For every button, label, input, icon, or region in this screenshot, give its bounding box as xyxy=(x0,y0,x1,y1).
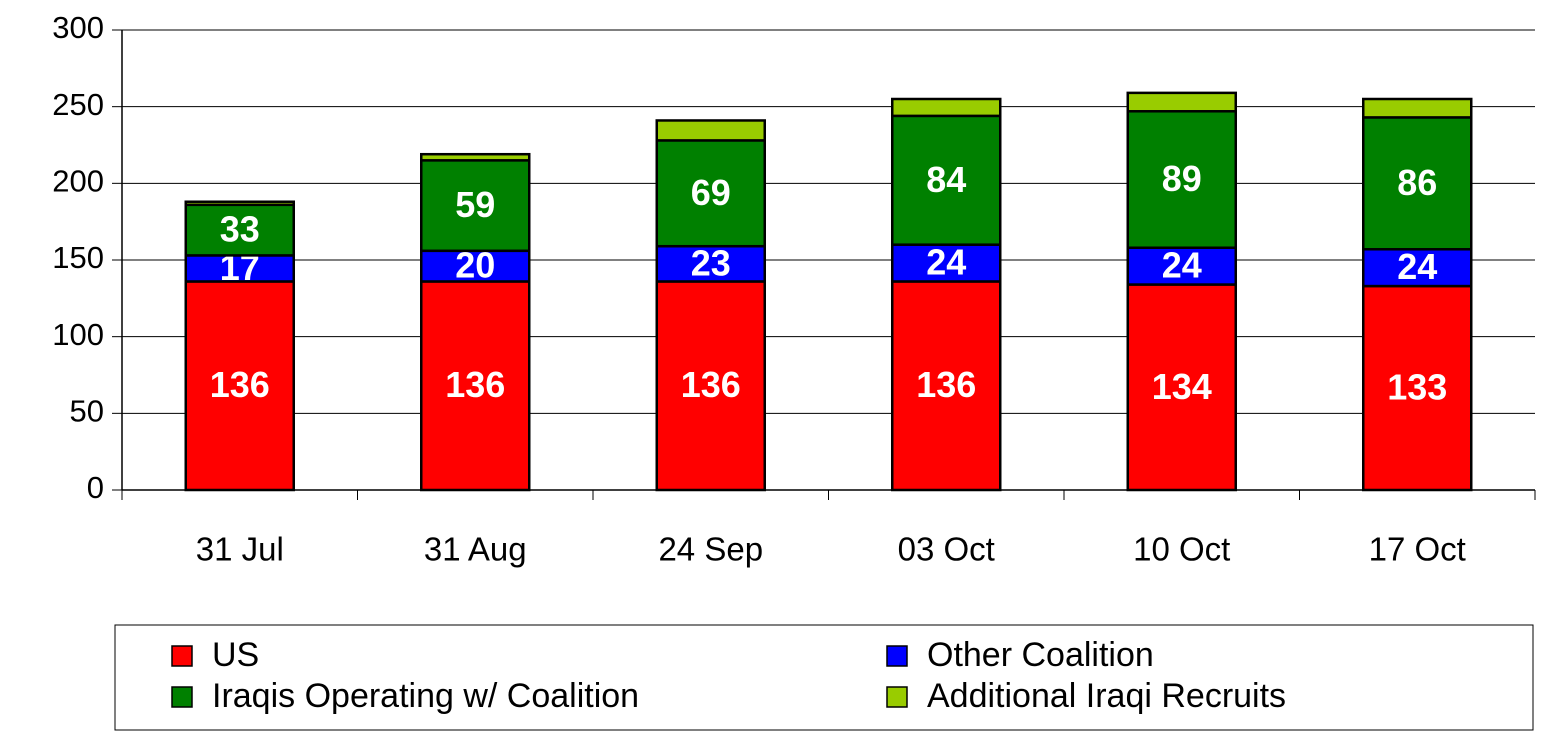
legend-label: Additional Iraqi Recruits xyxy=(927,677,1286,715)
data-label: 59 xyxy=(455,184,495,225)
y-tick-label: 250 xyxy=(52,87,104,122)
bar-segment xyxy=(655,139,766,248)
data-label: 86 xyxy=(1397,162,1437,203)
y-tick-label: 150 xyxy=(52,240,104,275)
y-tick-label: 100 xyxy=(52,317,104,352)
data-label: 24 xyxy=(1162,245,1202,286)
data-label: 69 xyxy=(691,172,731,213)
data-label: 84 xyxy=(926,159,966,200)
bar-segment xyxy=(184,203,295,257)
bar-segment xyxy=(420,249,531,283)
y-tick-label: 200 xyxy=(52,164,104,199)
data-label: 24 xyxy=(926,242,966,283)
bar-segment xyxy=(1126,91,1237,113)
x-tick-label: 17 Oct xyxy=(1369,531,1466,568)
x-tick-label: 31 Jul xyxy=(196,531,284,568)
data-label: 23 xyxy=(691,242,731,283)
bar-segment xyxy=(655,244,766,283)
bar-segment xyxy=(655,280,766,492)
legend-label: Iraqis Operating w/ Coalition xyxy=(212,677,639,715)
bar-segment xyxy=(1126,110,1237,249)
data-label: 33 xyxy=(220,209,260,250)
data-label: 134 xyxy=(1152,366,1212,407)
legend-swatch xyxy=(886,686,908,708)
bar-segment xyxy=(184,200,295,207)
y-tick-label: 50 xyxy=(70,394,104,429)
bar-segment xyxy=(891,243,1002,283)
bar-segment xyxy=(891,97,1002,118)
legend-box xyxy=(114,624,1534,731)
x-tick-label: 31 Aug xyxy=(424,531,527,568)
bar-segment xyxy=(891,114,1002,246)
data-label: 136 xyxy=(916,364,976,405)
data-label: 136 xyxy=(445,364,505,405)
legend-swatch xyxy=(886,645,908,667)
data-label: 24 xyxy=(1397,246,1437,287)
bar-segment xyxy=(655,119,766,142)
data-label: 89 xyxy=(1162,158,1202,199)
bar-segment xyxy=(1362,284,1473,492)
legend-swatch xyxy=(171,645,193,667)
data-label: 136 xyxy=(681,364,741,405)
legend-label: Other Coalition xyxy=(927,636,1154,674)
x-tick-label: 24 Sep xyxy=(658,531,763,568)
legend-label: US xyxy=(212,636,259,674)
bar-segment xyxy=(1362,116,1473,251)
x-tick-label: 10 Oct xyxy=(1133,531,1230,568)
bar-segment xyxy=(1362,97,1473,119)
y-tick-label: 300 xyxy=(52,10,104,45)
bar-segment xyxy=(1362,248,1473,288)
legend-swatch xyxy=(171,686,193,708)
bar-segment xyxy=(420,280,531,492)
data-label: 136 xyxy=(210,364,270,405)
bar-segment xyxy=(891,280,1002,492)
data-label: 133 xyxy=(1387,367,1447,408)
y-tick-label: 0 xyxy=(87,470,104,505)
x-tick-label: 03 Oct xyxy=(898,531,995,568)
bar-segment xyxy=(420,152,531,162)
